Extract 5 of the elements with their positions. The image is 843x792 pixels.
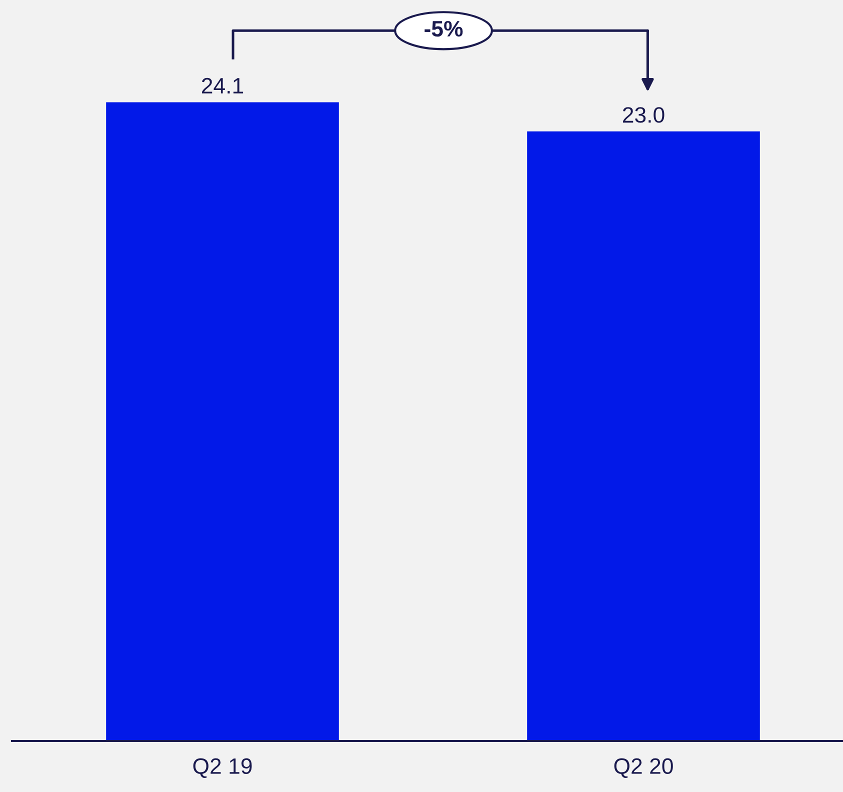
data-label: 24.1 <box>202 78 244 94</box>
text: -5% <box>424 20 463 37</box>
x-tick-label: Q2 20 <box>614 758 673 778</box>
x-tick-label: Q2 19 <box>193 758 252 778</box>
data-label: 23.0 <box>622 107 664 123</box>
